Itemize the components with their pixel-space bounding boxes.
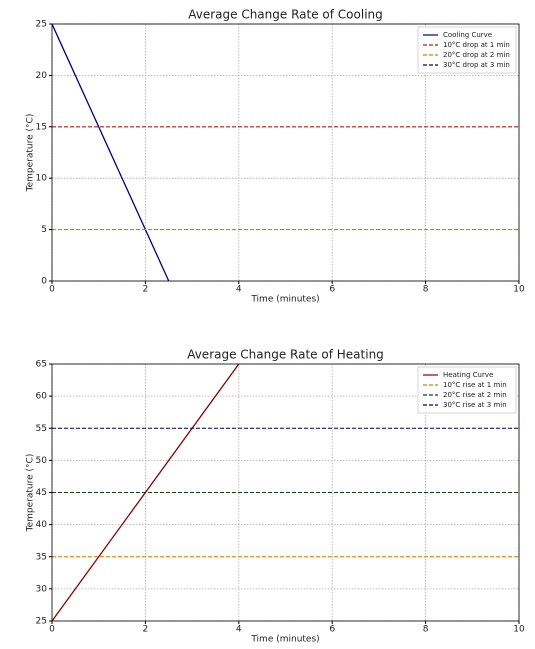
legend-label: 10°C rise at 1 min <box>443 381 507 389</box>
y-tick-label: 35 <box>36 552 47 562</box>
y-tick-label: 0 <box>41 277 47 287</box>
legend-label: 10°C drop at 1 min <box>443 41 510 49</box>
x-tick-label: 0 <box>49 285 55 295</box>
y-tick-label: 30 <box>36 584 48 594</box>
axes-frame <box>51 23 520 282</box>
x-tick-label: 0 <box>49 625 55 635</box>
y-tick-label: 25 <box>36 617 47 627</box>
x-tick-label: 2 <box>143 625 149 635</box>
x-tick-label: 2 <box>143 285 149 295</box>
x-tick-label: 6 <box>329 285 335 295</box>
x-tick-label: 8 <box>423 285 429 295</box>
line-series <box>52 24 170 281</box>
y-tick-label: 15 <box>36 122 47 132</box>
y-tick-label: 5 <box>41 225 47 235</box>
y-tick-label: 40 <box>36 520 48 530</box>
y-tick-label: 45 <box>36 488 47 498</box>
chart: Average Change Rate of Heating Time (minu… <box>26 348 525 645</box>
chart-title: Average Change Rate of Cooling <box>188 8 383 22</box>
legend-label: 30°C drop at 3 min <box>443 61 510 69</box>
y-tick-label: 65 <box>36 360 47 370</box>
y-axis-label: Temperature (°C) <box>26 454 36 533</box>
legend-label: 20°C drop at 2 min <box>443 51 510 59</box>
y-axis-label: Temperature (°C) <box>26 114 36 193</box>
x-axis-label: Time (minutes) <box>250 635 319 645</box>
x-tick-label: 4 <box>236 285 242 295</box>
x-tick-label: 6 <box>329 625 335 635</box>
legend-box <box>417 26 517 74</box>
chart-title: Average Change Rate of Heating <box>187 348 384 362</box>
y-tick-label: 25 <box>36 20 47 30</box>
y-tick-label: 20 <box>36 71 48 81</box>
x-tick-label: 10 <box>513 285 525 295</box>
plot-area <box>52 24 519 281</box>
chart: Average Change Rate of Cooling Time (minu… <box>26 8 525 305</box>
legend-label: 30°C rise at 3 min <box>443 401 507 409</box>
x-axis-label: Time (minutes) <box>250 295 319 305</box>
y-tick-label: 55 <box>36 424 47 434</box>
legend-label: 20°C rise at 2 min <box>443 391 507 399</box>
x-tick-label: 10 <box>513 625 525 635</box>
x-tick-label: 4 <box>236 625 242 635</box>
axes-frame <box>51 363 520 622</box>
legend-label: Heating Curve <box>443 371 493 379</box>
x-tick-label: 8 <box>423 625 429 635</box>
legend: Cooling Curve 10°C drop at 1 min 20°C drop… <box>417 26 517 74</box>
y-tick-label: 60 <box>36 392 48 402</box>
y-tick-label: 10 <box>36 174 48 184</box>
legend: Heating Curve 10°C rise at 1 min 20°C rise… <box>417 366 517 414</box>
y-tick-label: 50 <box>36 456 48 466</box>
legend-label: Cooling Curve <box>443 31 492 39</box>
plot-area <box>52 364 519 621</box>
